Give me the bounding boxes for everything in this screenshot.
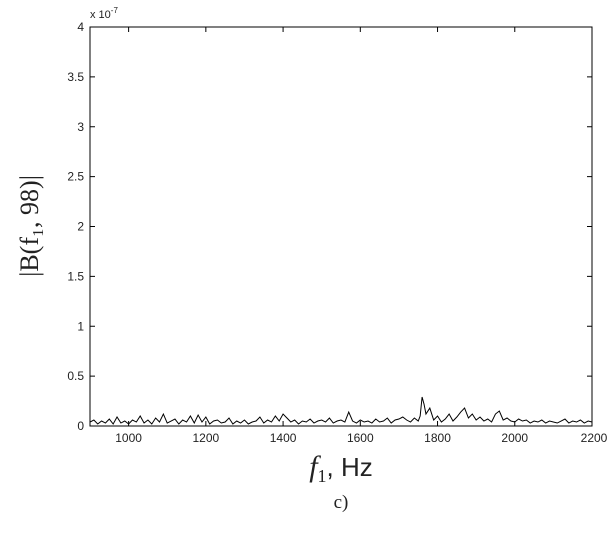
x-axis: 1000 1200 1400 1600 1800 2000 2200 bbox=[115, 27, 608, 445]
y-tick-label: 1.5 bbox=[67, 269, 84, 283]
series-line bbox=[89, 396, 593, 425]
y-tick-label: 2.5 bbox=[67, 170, 84, 184]
x-tick-label: 2200 bbox=[581, 431, 608, 445]
y-tick-label: 0 bbox=[77, 419, 84, 433]
y-tick-label: 3.5 bbox=[67, 70, 84, 84]
x-tick-label: 1600 bbox=[347, 431, 374, 445]
x-tick-label: 2000 bbox=[501, 431, 528, 445]
y-axis: 0 0.5 1 1.5 2 2.5 3 3.5 4 bbox=[67, 20, 592, 433]
x-tick-label: 1800 bbox=[424, 431, 451, 445]
y-tick-label: 0.5 bbox=[67, 369, 84, 383]
y-axis-label: |B(f₁, 98)| bbox=[15, 175, 44, 277]
x-tick-label: 1200 bbox=[192, 431, 219, 445]
x-tick-label: 1000 bbox=[115, 431, 142, 445]
y-tick-label: 4 bbox=[77, 20, 84, 34]
plot-area bbox=[89, 26, 593, 427]
x-axis-label: f1, Hz bbox=[309, 450, 373, 486]
y-tick-label: 2 bbox=[77, 220, 84, 234]
y-tick-label: 1 bbox=[77, 319, 84, 333]
exponent-label: x 10-7 bbox=[90, 6, 118, 21]
caption: c) bbox=[334, 492, 349, 513]
y-tick-label: 3 bbox=[77, 120, 84, 134]
x-tick-label: 1400 bbox=[270, 431, 297, 445]
